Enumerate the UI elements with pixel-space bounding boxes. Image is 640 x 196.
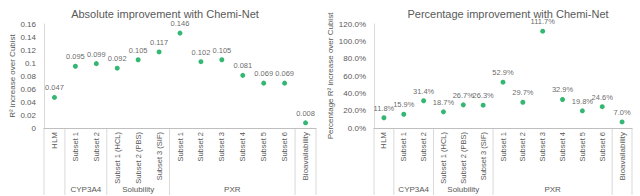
svg-text:0.02: 0.02 — [20, 111, 36, 120]
svg-text:Subset 2: Subset 2 — [518, 132, 527, 162]
svg-text:PXR: PXR — [224, 185, 241, 194]
svg-text:60.0%: 60.0% — [343, 72, 366, 81]
svg-text:40.0%: 40.0% — [343, 89, 366, 98]
svg-text:0.0%: 0.0% — [348, 124, 366, 133]
svg-text:0.1: 0.1 — [25, 59, 37, 68]
svg-text:32.9%: 32.9% — [552, 85, 574, 94]
svg-text:0.105: 0.105 — [129, 46, 148, 55]
svg-text:0.081: 0.081 — [233, 61, 252, 70]
svg-text:0.099: 0.099 — [87, 50, 106, 59]
svg-text:Subset 1: Subset 1 — [71, 132, 80, 162]
svg-text:52.9%: 52.9% — [492, 68, 514, 77]
svg-text:Subset 4: Subset 4 — [238, 132, 247, 162]
svg-text:Subset 2 (PBS): Subset 2 (PBS) — [459, 132, 468, 184]
svg-text:Subset 6: Subset 6 — [598, 132, 607, 162]
svg-text:0.16: 0.16 — [20, 20, 36, 29]
svg-text:Subset 3: Subset 3 — [538, 132, 547, 162]
svg-text:18.7%: 18.7% — [433, 98, 455, 107]
svg-text:0.146: 0.146 — [171, 19, 190, 28]
svg-text:0.12: 0.12 — [20, 46, 36, 55]
svg-text:0.117: 0.117 — [150, 38, 168, 47]
svg-text:Subset 2: Subset 2 — [92, 132, 101, 162]
svg-text:Subset 3: Subset 3 — [217, 132, 226, 162]
svg-text:111.7%: 111.7% — [530, 17, 555, 27]
svg-text:15.9%: 15.9% — [393, 100, 415, 109]
svg-text:Subset 1 (HCL): Subset 1 (HCL) — [439, 131, 448, 183]
svg-text:0.008: 0.008 — [296, 109, 315, 118]
svg-text:0.069: 0.069 — [254, 69, 273, 78]
svg-text:Subset 1: Subset 1 — [176, 132, 185, 162]
svg-text:0.06: 0.06 — [20, 85, 36, 94]
svg-text:24.6%: 24.6% — [592, 93, 614, 102]
svg-text:0.092: 0.092 — [108, 54, 127, 63]
svg-text:7.0%: 7.0% — [614, 108, 631, 117]
svg-text:0.08: 0.08 — [20, 72, 36, 81]
svg-text:0.105: 0.105 — [212, 46, 231, 55]
svg-text:Subset 2 (PBS): Subset 2 (PBS) — [134, 132, 143, 184]
svg-text:0.102: 0.102 — [192, 48, 211, 57]
svg-text:Percentage R² increase over Cu: Percentage R² increase over Cubist — [326, 12, 335, 140]
svg-text:Subset 1: Subset 1 — [499, 132, 508, 162]
svg-text:0.14: 0.14 — [20, 33, 36, 42]
svg-text:19.8%: 19.8% — [572, 97, 594, 106]
svg-text:HLM: HLM — [379, 132, 388, 149]
svg-text:Subset 4: Subset 4 — [558, 132, 567, 162]
svg-text:Subset 3 (SIF): Subset 3 (SIF) — [479, 132, 488, 181]
svg-text:0: 0 — [32, 124, 37, 133]
svg-text:Subset 2: Subset 2 — [419, 132, 428, 162]
svg-text:Subset 6: Subset 6 — [280, 132, 289, 162]
svg-text:Bioavailability: Bioavailability — [301, 132, 310, 180]
svg-text:0.04: 0.04 — [20, 98, 36, 107]
svg-text:100.0%: 100.0% — [339, 37, 366, 46]
svg-text:HLM: HLM — [50, 132, 59, 149]
svg-text:0.047: 0.047 — [45, 83, 64, 92]
svg-text:Solubility: Solubility — [122, 185, 154, 194]
svg-text:R² increase over Cubist: R² increase over Cubist — [8, 33, 17, 117]
svg-text:Percentage improvement with Ch: Percentage improvement with Chemi-Net — [407, 8, 608, 20]
svg-text:Absolute improvement with Chem: Absolute improvement with Chemi-Net — [71, 8, 259, 20]
svg-text:120.0%: 120.0% — [339, 20, 366, 29]
svg-text:PXR: PXR — [544, 185, 561, 194]
svg-text:Solubility: Solubility — [447, 185, 479, 194]
svg-text:CYP3A4: CYP3A4 — [398, 185, 429, 194]
svg-text:26.7%: 26.7% — [453, 91, 475, 100]
svg-text:Subset 2: Subset 2 — [196, 132, 205, 162]
svg-text:26.3%: 26.3% — [473, 91, 495, 100]
svg-text:Subset 1 (HCL): Subset 1 (HCL) — [113, 131, 122, 183]
svg-text:Subset 5: Subset 5 — [259, 132, 268, 162]
svg-text:0.095: 0.095 — [66, 52, 85, 61]
svg-text:80.0%: 80.0% — [343, 54, 366, 63]
svg-text:11.8%: 11.8% — [374, 104, 395, 113]
svg-text:31.4%: 31.4% — [413, 87, 435, 96]
svg-text:29.7%: 29.7% — [512, 88, 534, 97]
svg-text:0.069: 0.069 — [275, 69, 294, 78]
svg-text:Subset 5: Subset 5 — [578, 132, 587, 162]
svg-text:Subset 1: Subset 1 — [399, 132, 408, 162]
svg-text:Subset 3 (SIF): Subset 3 (SIF) — [155, 132, 164, 181]
svg-text:CYP3A4: CYP3A4 — [71, 185, 102, 194]
svg-text:Bioavailability: Bioavailability — [618, 132, 627, 180]
svg-text:20.0%: 20.0% — [343, 106, 366, 115]
